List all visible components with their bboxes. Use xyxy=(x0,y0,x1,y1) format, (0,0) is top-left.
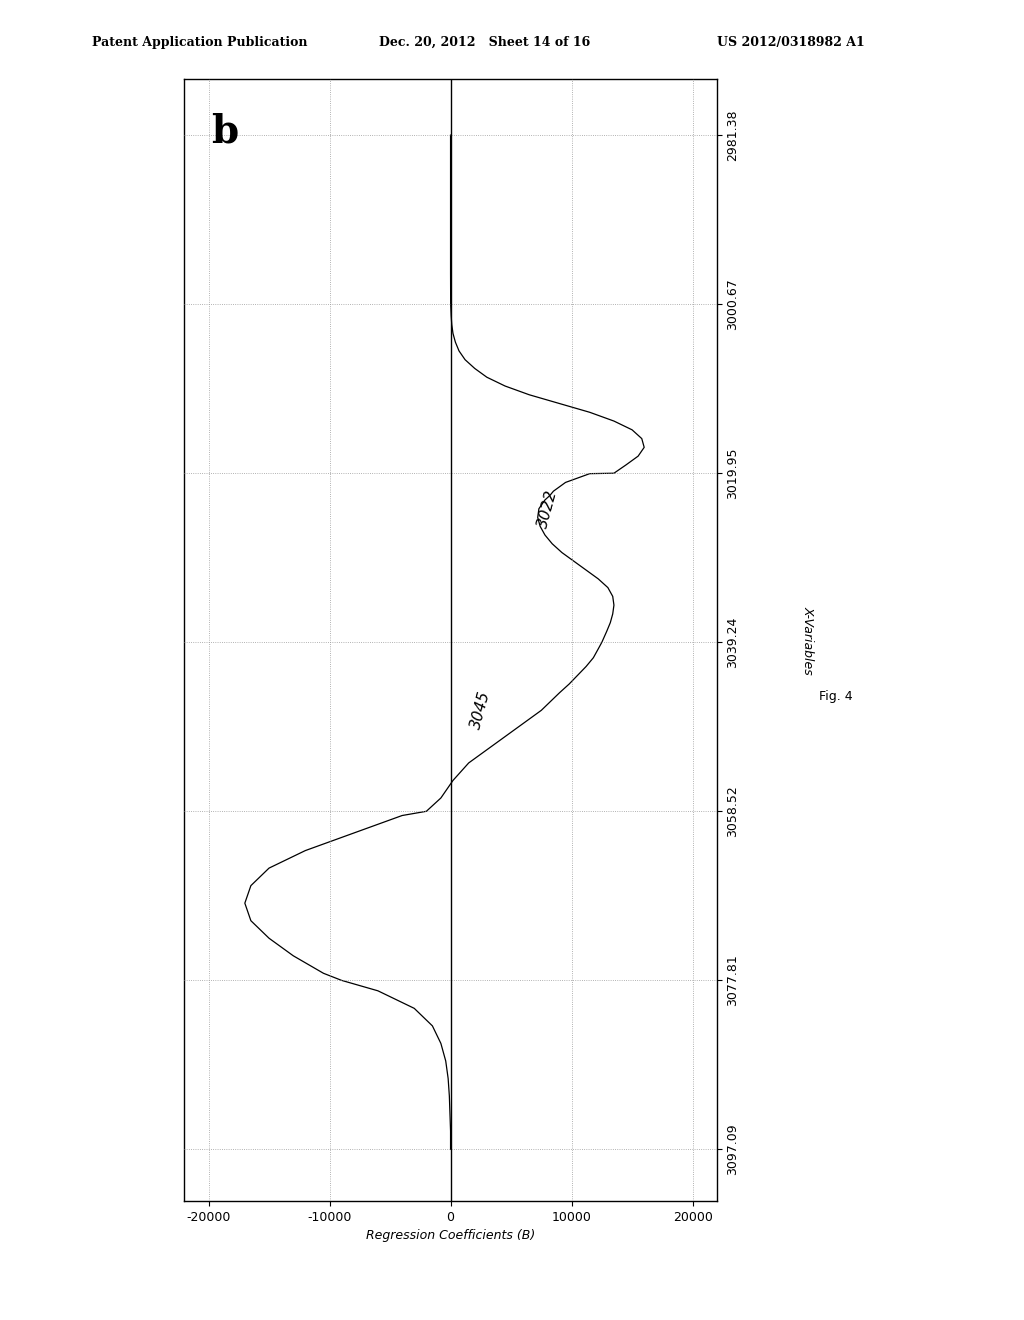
Text: b: b xyxy=(211,114,238,150)
X-axis label: Regression Coefficients (B): Regression Coefficients (B) xyxy=(366,1229,536,1242)
Text: Fig. 4: Fig. 4 xyxy=(819,689,853,702)
Text: Dec. 20, 2012   Sheet 14 of 16: Dec. 20, 2012 Sheet 14 of 16 xyxy=(379,36,590,49)
Text: 3022: 3022 xyxy=(536,488,560,529)
Text: Patent Application Publication: Patent Application Publication xyxy=(92,36,307,49)
Y-axis label: X-Variables: X-Variables xyxy=(802,606,815,675)
Text: US 2012/0318982 A1: US 2012/0318982 A1 xyxy=(717,36,864,49)
Text: 3045: 3045 xyxy=(469,689,494,731)
